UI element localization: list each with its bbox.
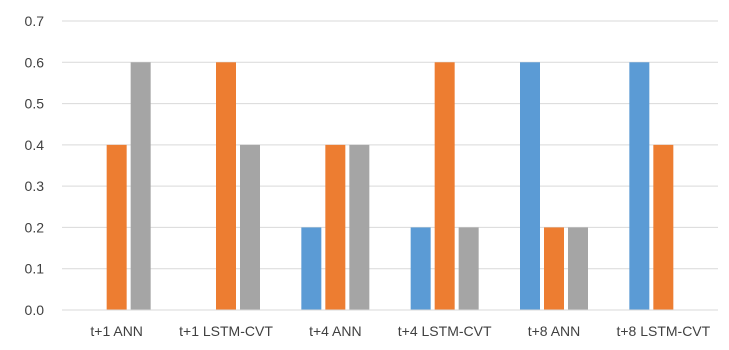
y-tick-label: 0.7 bbox=[25, 13, 45, 29]
bar-t-1-lstm-cvt-series-2 bbox=[216, 62, 236, 311]
bar-t-1-ann-series-3 bbox=[130, 62, 151, 311]
y-tick-label: 0.0 bbox=[25, 302, 45, 318]
bars bbox=[106, 62, 674, 311]
x-tick-label: t+4 LSTM-CVT bbox=[398, 323, 492, 339]
x-tick-label: t+1 LSTM-CVT bbox=[179, 323, 273, 339]
y-axis-tick-labels: 0.0 0.1 0.2 0.3 0.4 0.5 0.6 0.7 bbox=[25, 13, 45, 318]
bar-t-1-lstm-cvt-series-3 bbox=[240, 144, 260, 310]
x-tick-label: t+1 ANN bbox=[90, 323, 143, 339]
x-tick-label: t+8 ANN bbox=[528, 323, 581, 339]
bar-t-8-lstm-cvt-series-1 bbox=[629, 62, 650, 311]
y-tick-label: 0.4 bbox=[25, 137, 45, 153]
bar-t-4-lstm-cvt-series-1 bbox=[410, 227, 431, 310]
y-tick-label: 0.2 bbox=[25, 219, 45, 235]
y-tick-label: 0.5 bbox=[25, 96, 45, 112]
bar-t-4-ann-series-3 bbox=[349, 144, 370, 310]
x-axis-tick-labels: t+1 ANN t+1 LSTM-CVT t+4 ANN t+4 LSTM-CVT t+… bbox=[90, 323, 710, 339]
y-tick-label: 0.3 bbox=[25, 178, 45, 194]
bar-t-1-ann-series-2 bbox=[106, 144, 127, 310]
bar-t-8-ann-series-3 bbox=[568, 227, 588, 310]
bar-t-8-ann-series-1 bbox=[520, 62, 540, 311]
x-tick-label: t+4 ANN bbox=[309, 323, 362, 339]
bar-t-4-lstm-cvt-series-3 bbox=[458, 227, 479, 310]
bar-t-8-lstm-cvt-series-2 bbox=[653, 144, 674, 310]
y-tick-label: 0.1 bbox=[25, 261, 45, 277]
bar-t-4-ann-series-1 bbox=[301, 227, 322, 310]
gridlines bbox=[62, 20, 718, 270]
y-tick-label: 0.6 bbox=[25, 54, 45, 70]
bar-t-8-ann-series-2 bbox=[544, 227, 564, 310]
x-tick-label: t+8 LSTM-CVT bbox=[616, 323, 710, 339]
bar-t-4-lstm-cvt-series-2 bbox=[434, 62, 455, 311]
bar-t-4-ann-series-2 bbox=[325, 144, 346, 310]
